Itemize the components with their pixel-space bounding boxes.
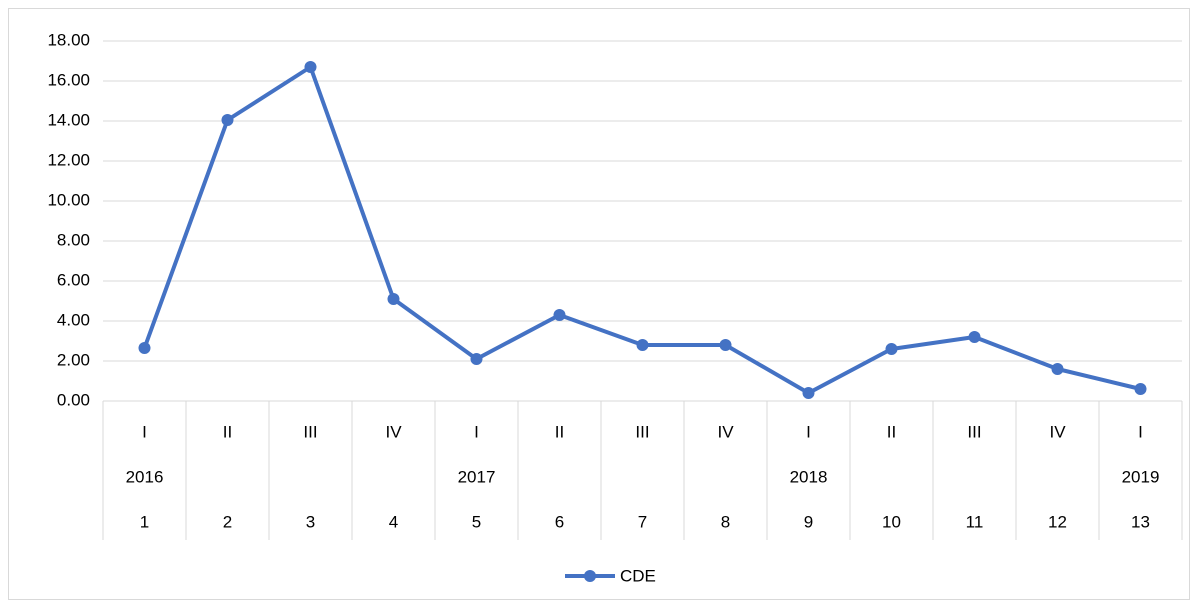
marker: [553, 309, 566, 321]
x-tick-label: 12: [1048, 512, 1067, 531]
legend-label: CDE: [620, 566, 656, 585]
marker: [802, 387, 815, 399]
marker: [1134, 383, 1147, 395]
x-tick-label: II: [555, 422, 564, 441]
x-tick-label: III: [635, 422, 649, 441]
y-tick-label: 6.00: [57, 270, 90, 289]
x-group-label: 2019: [1122, 467, 1160, 486]
y-tick-label: 4.00: [57, 310, 90, 329]
x-tick-label: 6: [555, 512, 564, 531]
marker: [719, 339, 732, 351]
x-tick-label: 2: [223, 512, 232, 531]
y-tick-label: 0.00: [57, 390, 90, 409]
x-tick-label: 3: [306, 512, 315, 531]
x-tick-label: 11: [966, 512, 984, 531]
x-tick-label: III: [303, 422, 317, 441]
x-tick-label: 10: [882, 512, 901, 531]
x-tick-label: I: [474, 422, 479, 441]
x-group-label: 2016: [126, 467, 164, 486]
x-tick-label: II: [887, 422, 896, 441]
y-tick-label: 10.00: [47, 190, 90, 209]
x-tick-label: 1: [140, 512, 149, 531]
y-tick-label: 18.00: [47, 30, 90, 49]
marker: [885, 343, 898, 355]
marker: [636, 339, 649, 351]
chart-frame: [8, 8, 1190, 600]
y-tick-label: 14.00: [47, 110, 90, 129]
marker: [221, 114, 234, 126]
marker: [138, 342, 151, 354]
x-tick-label: IV: [1049, 422, 1066, 441]
marker: [387, 293, 400, 305]
x-tick-label: IV: [717, 422, 734, 441]
x-tick-label: 8: [721, 512, 730, 531]
legend-marker: [584, 570, 596, 582]
x-group-label: 2017: [458, 467, 496, 486]
marker: [1051, 363, 1064, 375]
x-tick-label: IV: [385, 422, 402, 441]
x-tick-label: I: [142, 422, 147, 441]
x-tick-label: I: [1138, 422, 1143, 441]
x-group-label: 2018: [790, 467, 828, 486]
y-tick-label: 2.00: [57, 350, 90, 369]
x-tick-label: III: [967, 422, 981, 441]
x-tick-label: 13: [1131, 512, 1150, 531]
y-tick-label: 8.00: [57, 230, 90, 249]
marker: [968, 331, 981, 343]
y-tick-label: 12.00: [47, 150, 90, 169]
marker: [304, 61, 317, 73]
x-tick-label: 9: [804, 512, 813, 531]
x-tick-label: 4: [389, 512, 398, 531]
marker: [470, 353, 483, 365]
x-tick-label: 7: [638, 512, 647, 531]
x-tick-label: II: [223, 422, 232, 441]
x-tick-label: I: [806, 422, 811, 441]
y-tick-label: 16.00: [47, 70, 90, 89]
x-tick-label: 5: [472, 512, 481, 531]
